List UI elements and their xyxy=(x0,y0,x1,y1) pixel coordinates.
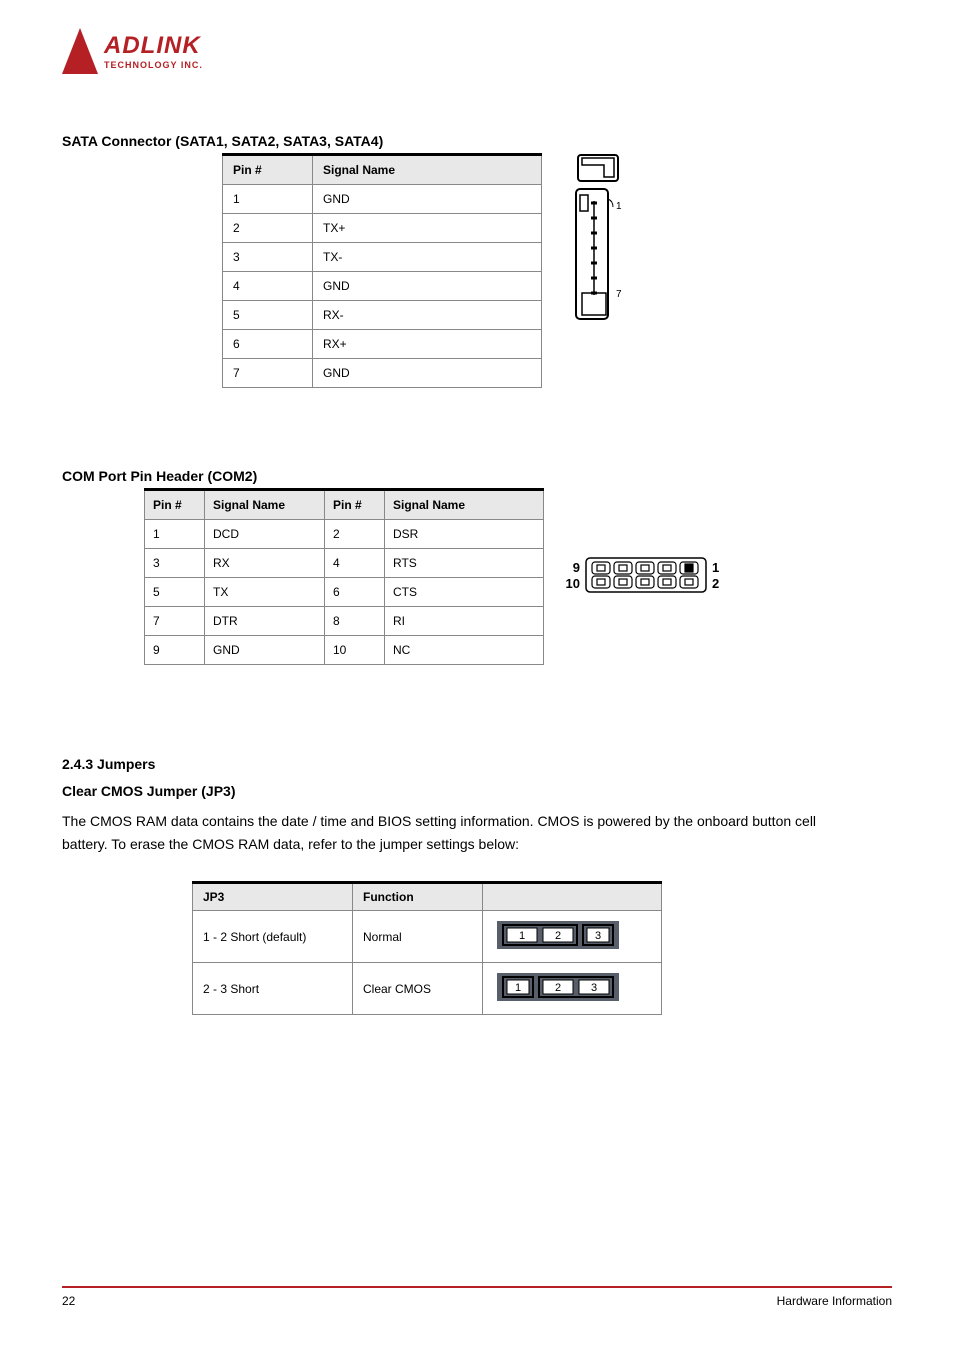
cell-pins: 2 - 3 Short xyxy=(193,963,353,1015)
cell-signal: TX+ xyxy=(313,214,542,243)
cell-signal: GND xyxy=(313,185,542,214)
svg-text:1: 1 xyxy=(519,930,525,942)
cell: RX xyxy=(205,549,325,578)
body-line: Clear CMOS Jumper (JP3) xyxy=(62,780,862,802)
com-th-3: Signal Name xyxy=(385,490,544,520)
svg-text:1: 1 xyxy=(712,560,719,575)
cell-signal: RX- xyxy=(313,301,542,330)
com-th-2: Pin # xyxy=(325,490,385,520)
logo-sub-text: TECHNOLOGY INC. xyxy=(104,60,203,70)
cell: RI xyxy=(385,607,544,636)
cell: 3 xyxy=(145,549,205,578)
cell-func: Normal xyxy=(353,911,483,963)
jumpers-body: Clear CMOS Jumper (JP3) The CMOS RAM data… xyxy=(62,780,862,855)
table-row: 7DTR8RI xyxy=(145,607,544,636)
svg-text:10: 10 xyxy=(566,576,580,591)
cell: DTR xyxy=(205,607,325,636)
sata-title: SATA Connector (SATA1, SATA2, SATA3, SAT… xyxy=(62,133,862,149)
cell-signal: RX+ xyxy=(313,330,542,359)
cell: 8 xyxy=(325,607,385,636)
cell: 5 xyxy=(145,578,205,607)
logo-main-text: ADLINK xyxy=(104,32,203,60)
cell: DCD xyxy=(205,520,325,549)
logo-triangle-icon xyxy=(62,28,98,74)
svg-text:2: 2 xyxy=(712,576,719,591)
table-row: 5RX- xyxy=(223,301,542,330)
section-jumpers: 2.4.3 Jumpers Clear CMOS Jumper (JP3) The… xyxy=(62,756,862,1015)
cell-signal: GND xyxy=(313,272,542,301)
cell-pin: 3 xyxy=(223,243,313,272)
cell-pins: 1 - 2 Short (default) xyxy=(193,911,353,963)
svg-text:9: 9 xyxy=(573,560,580,575)
com-th-0: Pin # xyxy=(145,490,205,520)
sata-pin7-label: 7 xyxy=(616,289,622,300)
jumpers-heading: 2.4.3 Jumpers xyxy=(62,756,862,772)
cell-func: Clear CMOS xyxy=(353,963,483,1015)
cell: 4 xyxy=(325,549,385,578)
jumper-table: JP3 Function 1 - 2 Short (default) Norma… xyxy=(192,881,662,1015)
table-row: 4GND xyxy=(223,272,542,301)
table-row: 7GND xyxy=(223,359,542,388)
com-title: COM Port Pin Header (COM2) xyxy=(62,468,862,484)
cell: 9 xyxy=(145,636,205,665)
sata-th-signal: Signal Name xyxy=(313,155,542,185)
page-number: 22 xyxy=(62,1294,75,1308)
cell-pin: 6 xyxy=(223,330,313,359)
cell-pin: 2 xyxy=(223,214,313,243)
sata-th-pin: Pin # xyxy=(223,155,313,185)
cell: 1 xyxy=(145,520,205,549)
jumper-th-2 xyxy=(483,883,662,911)
sata-table: Pin # Signal Name 1GND2TX+3TX-4GND5RX-6R… xyxy=(222,153,542,388)
section-com: COM Port Pin Header (COM2) Pin # Signal … xyxy=(62,468,862,665)
cell-pin: 4 xyxy=(223,272,313,301)
cell: DSR xyxy=(385,520,544,549)
com-table: Pin # Signal Name Pin # Signal Name 1DCD… xyxy=(144,488,544,665)
table-row: 1 - 2 Short (default) Normal 1 2 3 xyxy=(193,911,662,963)
svg-text:2: 2 xyxy=(555,982,561,994)
jumper-diagram-icon: 1 2 3 xyxy=(493,917,623,953)
cell-signal: TX- xyxy=(313,243,542,272)
cell-pin: 1 xyxy=(223,185,313,214)
table-row: 2 - 3 Short Clear CMOS 1 2 3 xyxy=(193,963,662,1015)
body-line: The CMOS RAM data contains the date / ti… xyxy=(62,810,862,855)
table-row: 1GND xyxy=(223,185,542,214)
cell: GND xyxy=(205,636,325,665)
cell: TX xyxy=(205,578,325,607)
cell-pin: 5 xyxy=(223,301,313,330)
jumper-th-1: Function xyxy=(353,883,483,911)
table-row: 9GND10NC xyxy=(145,636,544,665)
table-row: 5TX6CTS xyxy=(145,578,544,607)
section-sata: SATA Connector (SATA1, SATA2, SATA3, SAT… xyxy=(62,133,862,388)
table-row: 1DCD2DSR xyxy=(145,520,544,549)
table-row: 2TX+ xyxy=(223,214,542,243)
cell-diagram: 1 2 3 xyxy=(483,911,662,963)
cell: 6 xyxy=(325,578,385,607)
footer-label: Hardware Information xyxy=(777,1294,892,1308)
sata-pin1-label: 1 xyxy=(616,201,622,212)
svg-text:3: 3 xyxy=(591,982,597,994)
svg-text:3: 3 xyxy=(595,930,601,942)
svg-text:1: 1 xyxy=(515,982,521,994)
table-row: 3TX- xyxy=(223,243,542,272)
cell: CTS xyxy=(385,578,544,607)
cell: RTS xyxy=(385,549,544,578)
cell: 10 xyxy=(325,636,385,665)
cell: 2 xyxy=(325,520,385,549)
table-row: 6RX+ xyxy=(223,330,542,359)
cell: 7 xyxy=(145,607,205,636)
cell: NC xyxy=(385,636,544,665)
com-th-1: Signal Name xyxy=(205,490,325,520)
table-row: 3RX4RTS xyxy=(145,549,544,578)
cell-pin: 7 xyxy=(223,359,313,388)
jumper-th-0: JP3 xyxy=(193,883,353,911)
cell-signal: GND xyxy=(313,359,542,388)
footer: 22 Hardware Information xyxy=(62,1286,892,1308)
logo: ADLINK TECHNOLOGY INC. xyxy=(62,28,203,74)
jumper-diagram-icon: 1 2 3 xyxy=(493,969,623,1005)
cell-diagram: 1 2 3 xyxy=(483,963,662,1015)
sata-connector-diagram: 1 7 xyxy=(568,153,628,323)
com-header-diagram: 9 10 1 2 xyxy=(566,552,726,602)
svg-text:2: 2 xyxy=(555,930,561,942)
